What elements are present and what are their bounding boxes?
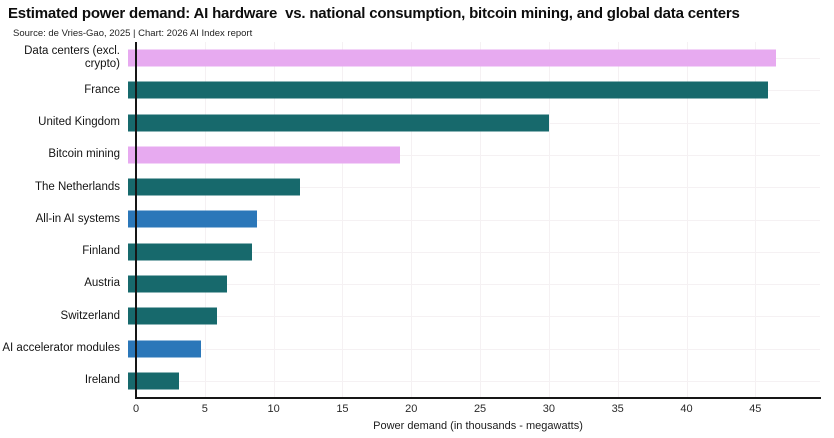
bar-row: AI accelerator modules: [0, 332, 820, 364]
category-label: Switzerland: [60, 309, 120, 322]
bar: [128, 114, 550, 132]
x-tick-label: 5: [201, 403, 208, 415]
bar-track: [128, 107, 812, 139]
bar-row: Switzerland: [0, 300, 820, 332]
category-label: All-in AI systems: [35, 212, 120, 225]
bar-row: Bitcoin mining: [0, 139, 820, 171]
bar-track: [128, 203, 812, 235]
h-gridline: [136, 187, 820, 189]
category-label: Data centers (excl. crypto): [24, 44, 120, 71]
bar: [128, 372, 179, 390]
bar: [128, 178, 301, 196]
x-tick-label: 20: [405, 403, 418, 415]
bar-track: [128, 236, 812, 268]
plot-area: Data centers (excl. crypto) France United …: [2, 42, 821, 432]
h-gridline: [136, 251, 820, 253]
category-label: AI accelerator modules: [2, 341, 120, 354]
bar: [128, 340, 201, 358]
category-label: The Netherlands: [34, 180, 120, 193]
bar-row: Finland: [0, 236, 820, 268]
bar-row: Data centers (excl. crypto): [0, 42, 820, 74]
bar: [128, 81, 768, 99]
chart-title: Estimated power demand: AI hardware vs. …: [8, 5, 740, 22]
x-tick-label: 30: [542, 403, 555, 415]
category-label: United Kingdom: [38, 116, 120, 129]
h-gridline: [136, 154, 820, 156]
bar-row: The Netherlands: [0, 171, 820, 203]
category-label: France: [84, 83, 120, 96]
bar-row: All-in AI systems: [0, 203, 820, 235]
category-label: Finland: [82, 245, 120, 258]
h-gridline: [136, 219, 820, 221]
bar-track: [128, 365, 812, 397]
bar-track: [128, 171, 812, 203]
category-label: Austria: [84, 277, 120, 290]
y-axis-line: [135, 42, 137, 398]
category-label: Ireland: [84, 374, 120, 387]
x-tick-label: 25: [473, 403, 487, 415]
bar: [128, 146, 401, 164]
bar-track: [128, 332, 812, 364]
bar-rows: Data centers (excl. crypto) France United …: [0, 42, 820, 397]
x-tick-label: 35: [611, 403, 624, 415]
h-gridline: [136, 380, 820, 382]
bar-track: [128, 268, 812, 300]
bar: [128, 49, 777, 67]
h-gridline: [136, 348, 820, 350]
x-tick-label: 0: [132, 403, 140, 415]
h-gridline: [136, 284, 820, 286]
category-label: Bitcoin mining: [48, 148, 120, 161]
bar: [128, 307, 218, 325]
bar-track: [128, 74, 812, 106]
x-tick-label: 45: [749, 403, 762, 415]
bar-row: Austria: [0, 268, 820, 300]
bar: [128, 275, 228, 293]
x-tick-label: 40: [680, 403, 693, 415]
bar-track: [128, 139, 812, 171]
x-tick-label: 10: [267, 403, 280, 415]
bar-row: United Kingdom: [0, 107, 820, 139]
bar-track: [128, 42, 812, 74]
bar: [128, 243, 252, 261]
x-axis-line: [135, 397, 821, 399]
bar-track: [128, 300, 812, 332]
x-tick-label: 15: [336, 403, 349, 415]
chart-source-note: Source: de Vries-Gao, 2025 | Chart: 2026…: [13, 28, 253, 39]
bar-row: Ireland: [0, 365, 820, 397]
x-axis-title: Power demand (in thousands - megawatts): [373, 420, 583, 432]
h-gridline: [136, 316, 820, 318]
bar-row: France: [0, 74, 820, 106]
bar: [128, 210, 258, 228]
